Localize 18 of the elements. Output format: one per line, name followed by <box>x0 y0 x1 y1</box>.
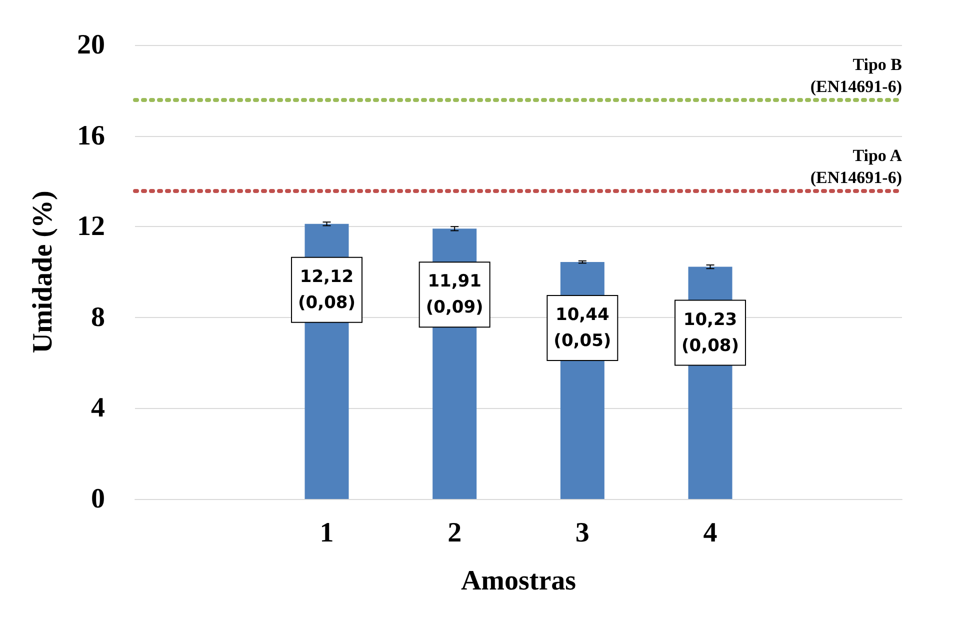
y-tick-label: 0 <box>91 484 105 514</box>
data-label: 12,12 (0,08) <box>298 266 356 313</box>
ref-line-label: Tipo A (EN14691-6) <box>810 146 903 187</box>
x-tick-label: 3 <box>575 518 590 548</box>
x-axis-title: Amostras <box>460 566 576 596</box>
y-tick-label: 16 <box>77 120 105 152</box>
y-tick-label: 4 <box>91 392 105 424</box>
x-tick-label: 1 <box>320 518 334 548</box>
y-axis-title: Umidade (%) <box>28 190 58 354</box>
y-tick-label: 8 <box>91 302 105 333</box>
y-tick-label: 20 <box>77 30 105 60</box>
x-tick-label: 2 <box>448 518 462 548</box>
x-tick-label: 4 <box>703 518 718 548</box>
ref-line-label: Tipo B (EN14691-6) <box>810 54 902 96</box>
y-tick-label: 12 <box>77 211 105 242</box>
data-label: 10,23 (0,08) <box>682 310 739 356</box>
data-label: 10,44 (0,05) <box>554 305 612 352</box>
data-label: 11,91 (0,09) <box>426 272 484 318</box>
